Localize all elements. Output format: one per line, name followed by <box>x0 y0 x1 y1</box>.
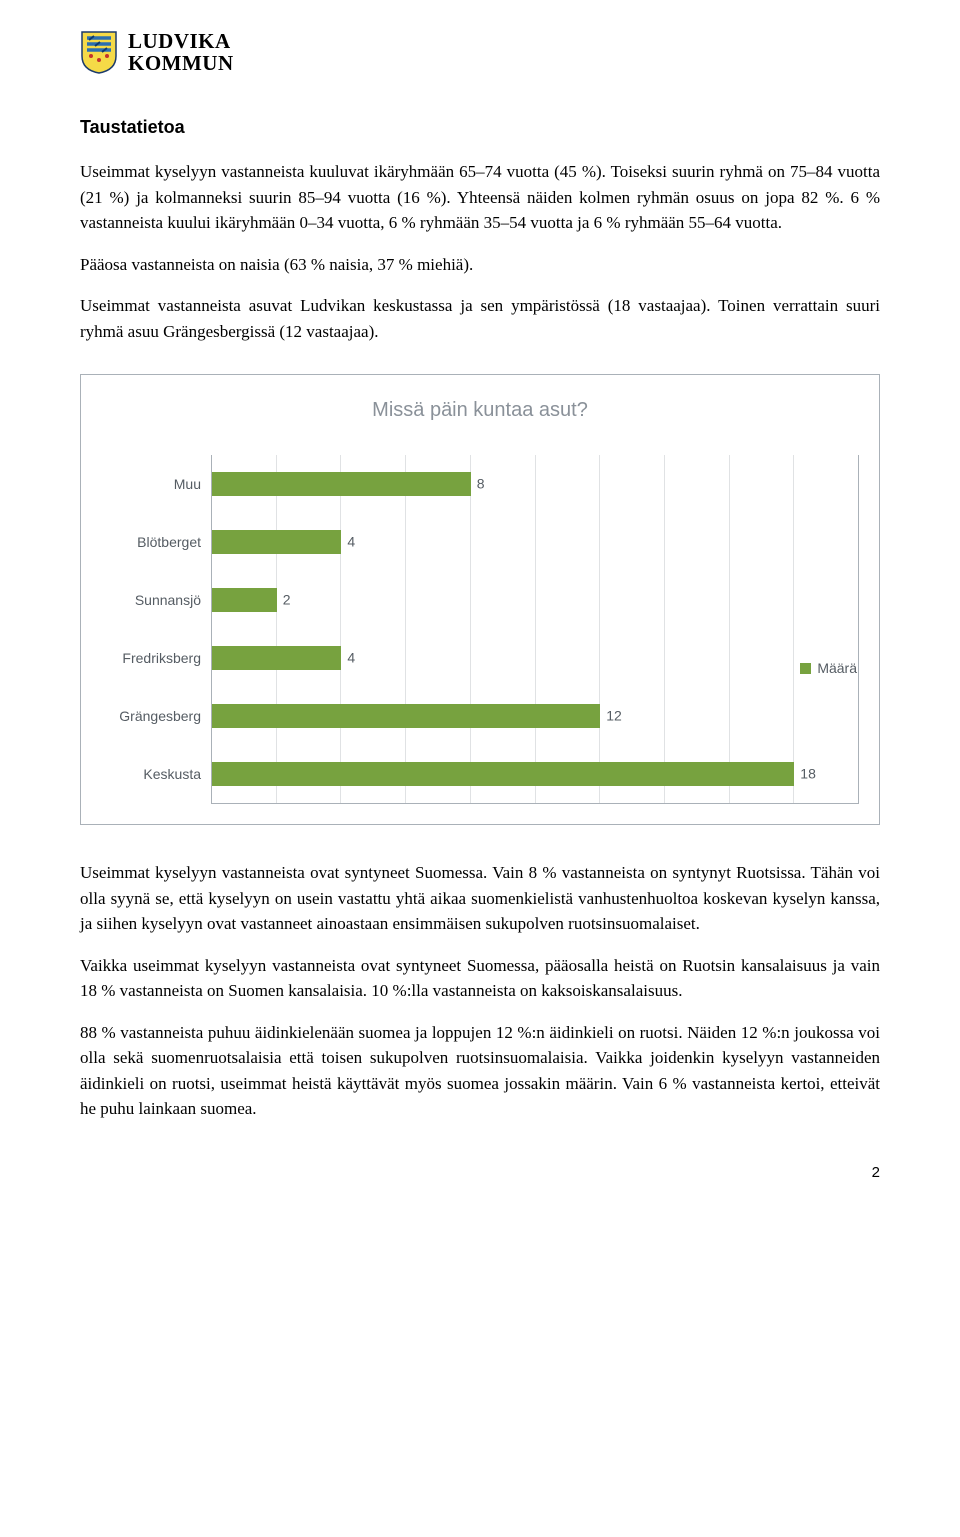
legend-label: Määrä <box>817 658 857 679</box>
bar-row: 4 <box>212 629 859 687</box>
y-axis-label: Sunnansjö <box>101 572 201 630</box>
paragraph-6: 88 % vastanneista puhuu äidinkielenään s… <box>80 1020 880 1122</box>
document-header: LUDVIKA KOMMUN <box>80 30 880 74</box>
page-number: 2 <box>80 1162 880 1185</box>
bar-row: 8 <box>212 455 859 513</box>
legend-swatch <box>800 663 811 674</box>
paragraph-3: Useimmat vastanneista asuvat Ludvikan ke… <box>80 293 880 344</box>
municipality-name: LUDVIKA KOMMUN <box>128 30 234 74</box>
paragraph-1: Useimmat kyselyyn vastanneista kuuluvat … <box>80 159 880 236</box>
bar-value-label: 4 <box>347 532 355 553</box>
chart-y-labels: MuuBlötbergetSunnansjöFredriksbergGränge… <box>101 456 211 804</box>
y-axis-label: Grängesberg <box>101 688 201 746</box>
bar: 4 <box>212 646 341 670</box>
bar-row: 4 <box>212 513 859 571</box>
bar: 8 <box>212 472 471 496</box>
bar-value-label: 18 <box>800 764 816 785</box>
bar: 2 <box>212 588 277 612</box>
bar-value-label: 12 <box>606 706 622 727</box>
chart-legend: Määrä <box>800 658 857 679</box>
y-axis-label: Blötberget <box>101 514 201 572</box>
chart-title: Missä päin kuntaa asut? <box>101 395 859 425</box>
paragraph-5: Vaikka useimmat kyselyyn vastanneista ov… <box>80 953 880 1004</box>
chart-bars-area: 8 4 2 4 12 18 <box>211 455 859 804</box>
section-title: Taustatietoa <box>80 114 880 141</box>
y-axis-label: Fredriksberg <box>101 630 201 688</box>
logo-line2: KOMMUN <box>128 52 234 74</box>
bar-value-label: 4 <box>347 648 355 669</box>
paragraph-4: Useimmat kyselyyn vastanneista ovat synt… <box>80 860 880 937</box>
location-chart: Missä päin kuntaa asut? MuuBlötbergetSun… <box>80 374 880 825</box>
bar-value-label: 2 <box>283 590 291 611</box>
logo-line1: LUDVIKA <box>128 30 234 52</box>
municipality-shield-icon <box>80 30 118 74</box>
chart-bars: 8 4 2 4 12 18 <box>212 455 859 803</box>
y-axis-label: Muu <box>101 456 201 514</box>
chart-plot-area: MuuBlötbergetSunnansjöFredriksbergGränge… <box>101 455 859 804</box>
y-axis-label: Keskusta <box>101 746 201 804</box>
bar-row: 2 <box>212 571 859 629</box>
bar-value-label: 8 <box>477 474 485 495</box>
bar: 12 <box>212 704 600 728</box>
bar-row: 12 <box>212 687 859 745</box>
bar: 4 <box>212 530 341 554</box>
bar-row: 18 <box>212 745 859 803</box>
bar: 18 <box>212 762 794 786</box>
paragraph-2: Pääosa vastanneista on naisia (63 % nais… <box>80 252 880 278</box>
